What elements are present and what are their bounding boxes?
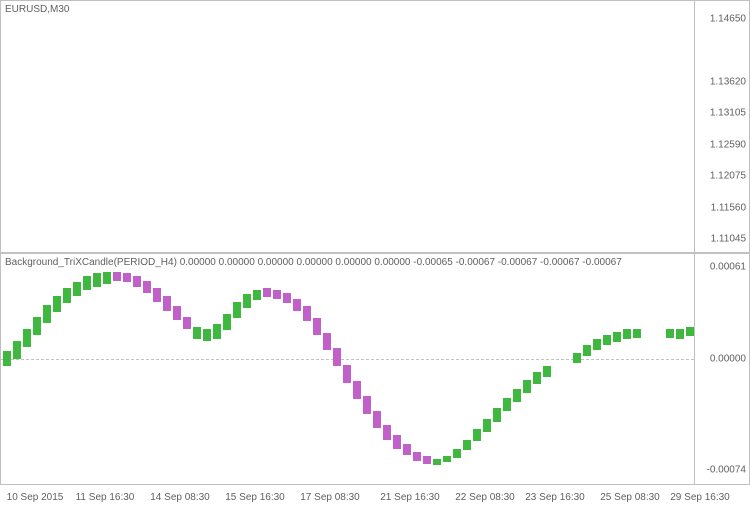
indicator-candle <box>173 306 181 319</box>
indicator-candle <box>373 411 381 427</box>
x-tick: 29 Sep 16:30 <box>670 492 730 503</box>
indicator-candle <box>83 276 91 289</box>
indicator-candle <box>63 288 71 303</box>
indicator-candle <box>323 333 331 349</box>
indicator-candle <box>183 317 191 329</box>
price-y-axis: 1.14650 1.13620 1.13105 1.12590 1.12075 1.115… <box>694 1 749 252</box>
x-tick: 23 Sep 16:30 <box>525 492 585 503</box>
indicator-candle <box>223 314 231 330</box>
indicator-candle <box>543 366 551 376</box>
y-tick: 1.11045 <box>711 234 746 245</box>
indicator-candle <box>503 398 511 411</box>
y-tick: 0.00061 <box>710 262 746 273</box>
indicator-candle <box>393 435 401 448</box>
indicator-candle <box>3 351 11 366</box>
indicator-candle <box>613 332 621 342</box>
indicator-candle <box>133 276 141 286</box>
indicator-candle <box>243 294 251 307</box>
indicator-candle <box>493 408 501 421</box>
indicator-candle <box>123 273 131 282</box>
indicator-candle <box>313 318 321 334</box>
indicator-candle <box>413 452 421 461</box>
x-tick: 17 Sep 08:30 <box>300 492 360 503</box>
y-tick: 1.12075 <box>710 171 746 182</box>
y-tick: 1.13105 <box>710 108 746 119</box>
indicator-candle <box>113 272 121 281</box>
indicator-candle <box>676 329 684 339</box>
indicator-candle <box>533 372 541 384</box>
indicator-candle <box>203 329 211 341</box>
indicator-candle <box>273 290 281 299</box>
indicator-candle <box>583 345 591 355</box>
x-tick: 25 Sep 08:30 <box>600 492 660 503</box>
x-tick: 11 Sep 16:30 <box>76 492 135 503</box>
indicator-candle <box>666 329 674 338</box>
indicator-candle <box>353 381 361 399</box>
indicator-candle <box>333 348 341 366</box>
x-tick: 10 Sep 2015 <box>7 492 64 503</box>
indicator-candle <box>686 327 694 336</box>
indicator-candle <box>513 389 521 402</box>
indicator-candle <box>463 440 471 450</box>
indicator-candle <box>343 365 351 383</box>
indicator-candle <box>103 272 111 284</box>
indicator-candle <box>483 419 491 432</box>
indicator-candle <box>23 329 31 347</box>
indicator-candle <box>603 335 611 345</box>
indicator-candle <box>383 425 391 440</box>
indicator-candle <box>523 380 531 393</box>
x-tick: 15 Sep 16:30 <box>225 492 285 503</box>
y-tick: 1.14650 <box>710 14 746 25</box>
y-tick: -0.00074 <box>707 464 746 475</box>
price-panel[interactable]: EURUSD,M30 1.146501.136201.131051.125901… <box>0 0 750 253</box>
indicator-candle <box>43 305 51 323</box>
indicator-candle <box>33 317 41 335</box>
x-tick: 22 Sep 08:30 <box>455 492 515 503</box>
y-tick: 1.13620 <box>710 77 746 88</box>
indicator-candle <box>163 296 171 311</box>
indicator-candle <box>263 288 271 297</box>
y-tick: 0.00000 <box>710 353 746 364</box>
price-line-chart <box>1 1 696 254</box>
indicator-candle <box>423 456 431 463</box>
indicator-candle <box>253 290 261 300</box>
indicator-candle <box>593 339 601 349</box>
indicator-candle <box>433 459 441 465</box>
indicator-candle <box>623 329 631 339</box>
x-tick: 14 Sep 08:30 <box>150 492 210 503</box>
indicator-candle <box>283 293 291 303</box>
indicator-candle <box>453 449 461 458</box>
x-tick: 21 Sep 16:30 <box>380 492 440 503</box>
y-tick: 1.12590 <box>710 139 746 150</box>
indicator-candle <box>153 288 161 301</box>
indicator-candle <box>193 327 201 339</box>
indicator-candle <box>213 324 221 339</box>
indicator-candle <box>363 396 371 414</box>
indicator-candle <box>73 282 81 295</box>
indicator-y-axis: 0.00061 0.00000 -0.00074 <box>694 254 749 484</box>
indicator-candle <box>53 296 61 312</box>
indicator-panel[interactable]: Background_TriXCandle(PERIOD_H4) 0.00000… <box>0 253 750 485</box>
time-axis: 10 Sep 2015 11 Sep 16:30 14 Sep 08:30 15 Se… <box>0 485 750 511</box>
indicator-candle <box>13 341 21 359</box>
indicator-candle <box>573 353 581 363</box>
indicator-candle <box>233 302 241 318</box>
indicator-candle <box>143 281 151 293</box>
indicator-candle <box>293 299 301 311</box>
indicator-candle <box>93 273 101 286</box>
indicator-candle <box>443 456 451 462</box>
indicator-candle <box>303 306 311 321</box>
indicator-candle <box>403 444 411 454</box>
indicator-candle <box>473 429 481 441</box>
chart-container: EURUSD,M30 1.146501.136201.131051.125901… <box>0 0 750 511</box>
indicator-candle <box>633 329 641 338</box>
indicator-candles <box>1 254 694 484</box>
y-tick: 1.11560 <box>711 202 746 213</box>
